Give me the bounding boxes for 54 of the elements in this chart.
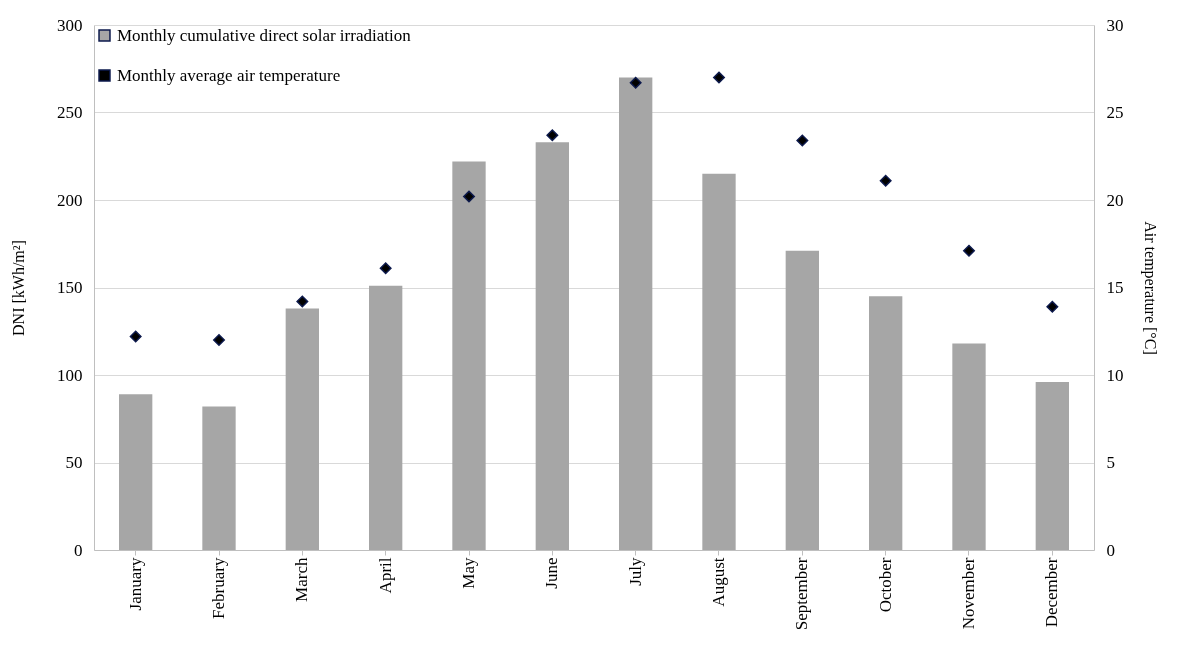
legend-label: Monthly average air temperature	[117, 65, 341, 85]
point	[546, 129, 559, 142]
bar	[702, 173, 736, 550]
bar	[619, 77, 653, 550]
bar	[202, 406, 236, 550]
x-tick-label: October	[875, 557, 895, 613]
y2-tick-label: 5	[1106, 453, 1115, 472]
bar	[785, 250, 819, 550]
x-tick-label: January	[125, 557, 145, 611]
x-tick-label: April	[375, 557, 395, 594]
y-tick-label: 50	[65, 453, 83, 472]
y2-tick-label: 15	[1106, 278, 1124, 297]
bar	[369, 285, 403, 550]
y2-tick-label: 30	[1106, 15, 1124, 35]
x-tick-label: June	[542, 557, 562, 589]
x-tick-label: March	[292, 557, 312, 602]
y-tick-label: 150	[57, 278, 83, 297]
x-tick-label: September	[792, 557, 812, 631]
y2-axis-title: Air temperature [°C]	[1140, 221, 1159, 355]
bar	[452, 161, 486, 550]
point	[879, 174, 892, 187]
x-tick-label: May	[459, 557, 478, 589]
bar	[119, 394, 153, 550]
y2-tick-label: 0	[1106, 540, 1115, 560]
point	[463, 190, 475, 203]
bar	[1035, 382, 1069, 550]
x-tick-label: July	[625, 557, 645, 586]
point	[713, 71, 725, 84]
y-tick-label: 100	[57, 365, 83, 385]
point	[213, 334, 225, 346]
bar	[535, 142, 569, 550]
y-tick-label: 250	[57, 103, 83, 122]
bar	[952, 343, 986, 550]
point	[963, 244, 975, 257]
point	[629, 76, 642, 89]
point	[1046, 300, 1059, 313]
y2-tick-label: 10	[1106, 365, 1124, 385]
x-tick-label: February	[209, 557, 228, 619]
x-tick-label: August	[709, 557, 728, 607]
point	[796, 134, 809, 147]
y2-tick-label: 25	[1106, 103, 1124, 122]
point	[379, 262, 392, 275]
legend-label: Monthly cumulative direct solar irradiation	[117, 25, 412, 45]
bar	[869, 296, 903, 550]
bar	[285, 308, 319, 550]
y-tick-label: 0	[74, 540, 83, 560]
x-tick-label: November	[959, 557, 978, 630]
point	[296, 295, 309, 308]
point	[129, 330, 142, 343]
y2-tick-label: 20	[1106, 190, 1124, 210]
x-tick-label: December	[1042, 557, 1062, 628]
y-axis-title: DNI [kWh/m²]	[10, 240, 27, 336]
y-tick-label: 300	[57, 15, 83, 35]
y-tick-label: 200	[57, 190, 83, 210]
